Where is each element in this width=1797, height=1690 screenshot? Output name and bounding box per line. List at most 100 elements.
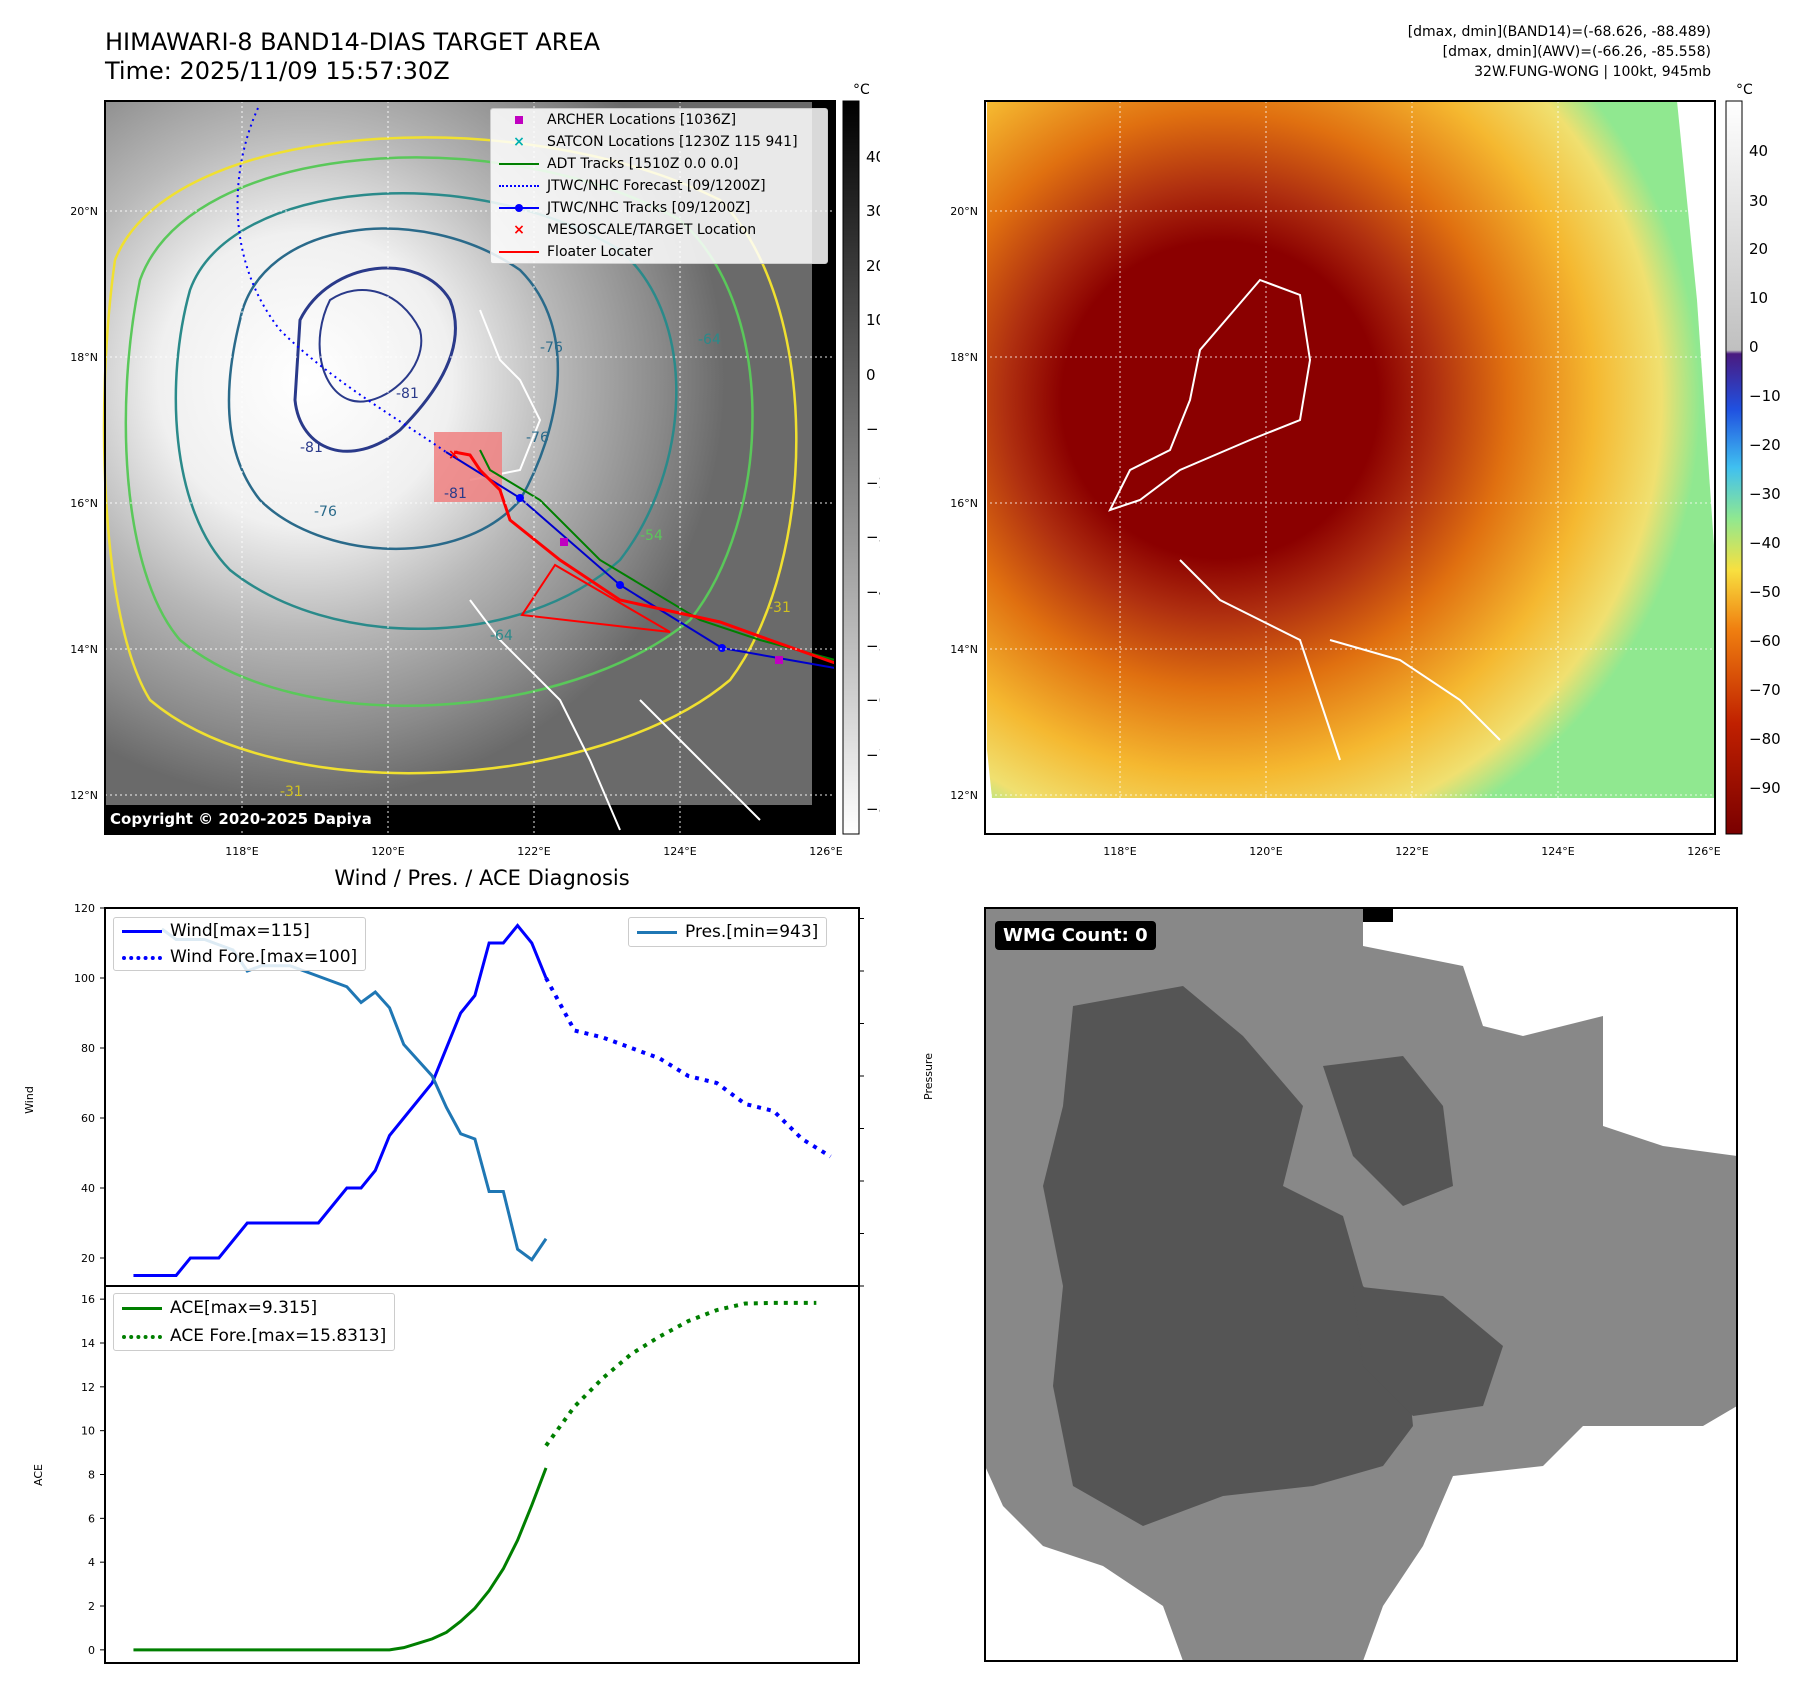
mesoscale-target-marker: ×	[448, 447, 460, 463]
coastline-luzon	[469, 309, 542, 481]
right-colorbar	[1725, 100, 1743, 835]
svg-text:−50: −50	[1749, 583, 1781, 601]
svg-text:20: 20	[866, 257, 880, 275]
svg-text:0: 0	[866, 366, 876, 384]
svg-text:124°E: 124°E	[663, 845, 696, 858]
svg-text:18°N: 18°N	[70, 351, 98, 364]
pressure-axis-label: Pressure	[922, 1053, 935, 1100]
svg-text:120°E: 120°E	[1249, 845, 1282, 858]
legend-item-jtwc-tracks: JTWC/NHC Tracks [09/1200Z]	[491, 197, 827, 219]
visayas-coastline	[1179, 559, 1501, 761]
contour-label: -64	[490, 628, 513, 644]
svg-text:40: 40	[866, 148, 880, 166]
right-colorbar-unit: °C	[1736, 82, 1753, 98]
svg-text:18°N: 18°N	[950, 351, 978, 364]
pressure-legend: Pres.[min=943]	[628, 917, 828, 947]
wv-image	[987, 101, 1715, 798]
svg-text:10: 10	[866, 311, 880, 329]
legend-item-wind: Wind[max=115]	[114, 918, 365, 944]
adt-track	[479, 449, 836, 661]
svg-text:126°E: 126°E	[809, 845, 842, 858]
jtwc-track-point	[718, 644, 726, 652]
jtwc-track-point	[616, 581, 624, 589]
contour-31	[102, 136, 798, 775]
contour-label: -81	[444, 486, 467, 502]
svg-text:14°N: 14°N	[950, 643, 978, 656]
wmg-dark-region	[1043, 986, 1413, 1526]
svg-text:10: 10	[1749, 289, 1768, 307]
wmg-panel	[984, 907, 1738, 1662]
contour-81-inner	[318, 289, 423, 403]
svg-text:118°E: 118°E	[225, 845, 258, 858]
svg-text:−30: −30	[866, 528, 880, 546]
wind-forecast-line	[544, 977, 832, 1159]
svg-text:−30: −30	[1749, 485, 1781, 503]
left-colorbar-ticks: 40 30 20 10 0 −10 −20 −30 −40 −50 −60 −7…	[866, 148, 880, 818]
svg-text:126°E: 126°E	[1687, 845, 1720, 858]
wmg-dark-region-3	[1353, 1286, 1503, 1416]
legend-item-wind-forecast: Wind Fore.[max=100]	[114, 944, 365, 970]
pressure-line	[161, 927, 548, 1262]
legend-item-floater: Floater Locater	[491, 241, 827, 263]
ace-line	[133, 1467, 548, 1652]
contour-label: -31	[280, 784, 303, 800]
contour-labels: -81 -81 -76 -76 -64 -54 -31 -31 -81 -76 …	[280, 332, 791, 800]
svg-text:−60: −60	[866, 691, 880, 709]
legend-item-archer: ARCHER Locations [1036Z]	[491, 109, 827, 131]
coastline-philippines	[469, 599, 761, 831]
diagnosis-title: Wind / Pres. / ACE Diagnosis	[334, 866, 630, 890]
svg-text:12°N: 12°N	[70, 789, 98, 802]
svg-text:−20: −20	[866, 474, 880, 492]
wmg-count-badge: WMG Count: 0	[995, 921, 1156, 950]
left-map-legend: ARCHER Locations [1036Z] × SATCON Locati…	[490, 108, 828, 264]
legend-item-pressure: Pres.[min=943]	[629, 918, 826, 946]
svg-text:−10: −10	[866, 420, 880, 438]
figure-time: Time: 2025/11/09 15:57:30Z	[105, 57, 450, 85]
svg-text:16°N: 16°N	[950, 497, 978, 510]
svg-text:20: 20	[1749, 240, 1768, 258]
svg-text:20°N: 20°N	[950, 205, 978, 218]
ace-y-tick-label: 6	[88, 1512, 95, 1525]
svg-text:−80: −80	[866, 800, 880, 818]
wind-y-tick-label: 80	[81, 1042, 95, 1055]
svg-text:16°N: 16°N	[70, 497, 98, 510]
svg-text:30: 30	[866, 202, 880, 220]
contour-label: -81	[396, 386, 419, 402]
ace-y-tick-label: 14	[81, 1337, 95, 1350]
svg-text:118°E: 118°E	[1103, 845, 1136, 858]
figure-title: HIMAWARI-8 BAND14-DIAS TARGET AREA	[105, 28, 601, 56]
right-map-frame	[984, 100, 1716, 835]
jtwc-forecast-track	[236, 107, 447, 453]
floater-box	[434, 432, 502, 502]
archer-location-marker	[775, 656, 783, 664]
ace-y-tick-label: 0	[88, 1644, 95, 1657]
svg-text:12°N: 12°N	[950, 789, 978, 802]
svg-text:−70: −70	[866, 746, 880, 764]
svg-text:122°E: 122°E	[517, 845, 550, 858]
svg-text:−60: −60	[1749, 632, 1781, 650]
contour-label: -64	[698, 332, 721, 348]
svg-text:124°E: 124°E	[1541, 845, 1574, 858]
wmg-black-block	[1363, 908, 1393, 922]
svg-text:−90: −90	[1749, 779, 1781, 797]
legend-item-satcon: × SATCON Locations [1230Z 115 941]	[513, 134, 798, 150]
missing-data-strip	[812, 101, 835, 834]
legend-item-adt: ADT Tracks [1510Z 0.0 0.0]	[491, 153, 827, 175]
wind-y-tick-label: 60	[81, 1112, 95, 1125]
info-line-1: [dmax, dmin](BAND14)=(-68.626, -88.489)	[1407, 24, 1711, 40]
info-line-2: [dmax, dmin](AWV)=(-66.26, -85.558)	[1442, 44, 1711, 60]
right-colorbar-ticks: 40 30 20 10 0 −10 −20 −30 −40 −50 −60 −7…	[1749, 142, 1781, 797]
contour-label: -54	[640, 528, 663, 544]
right-map-gridlines	[985, 101, 1715, 834]
svg-text:−80: −80	[1749, 730, 1781, 748]
archer-location-marker	[560, 538, 568, 546]
ace-y-tick-label: 2	[88, 1600, 95, 1613]
ace-y-tick-label: 4	[88, 1556, 95, 1569]
svg-text:120°E: 120°E	[371, 845, 404, 858]
contour-76	[227, 227, 560, 550]
svg-text:−50: −50	[866, 637, 880, 655]
ace-y-tick-label: 8	[88, 1469, 95, 1482]
wind-y-tick-label: 120	[74, 902, 95, 915]
wind-y-tick-label: 40	[81, 1182, 95, 1195]
ace-y-tick-label: 12	[81, 1381, 95, 1394]
